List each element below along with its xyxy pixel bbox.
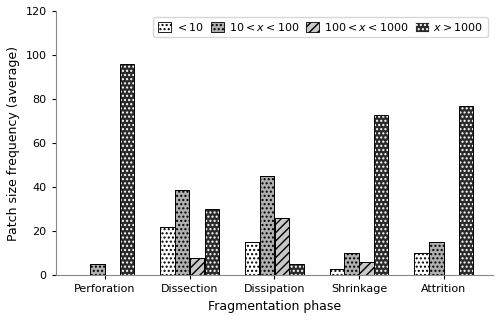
Bar: [90, 264, 105, 276]
Bar: [414, 253, 428, 276]
Bar: [459, 106, 473, 276]
Bar: [459, 106, 473, 276]
Bar: [344, 253, 359, 276]
Bar: [120, 64, 134, 276]
Bar: [175, 189, 190, 276]
Bar: [245, 243, 260, 276]
Bar: [260, 176, 274, 276]
Y-axis label: Patch size frequency (average): Patch size frequency (average): [7, 46, 20, 241]
Bar: [274, 218, 289, 276]
Bar: [204, 209, 219, 276]
Bar: [374, 115, 388, 276]
Bar: [429, 243, 444, 276]
Bar: [175, 189, 190, 276]
Bar: [260, 176, 274, 276]
X-axis label: Fragmentation phase: Fragmentation phase: [208, 300, 341, 313]
Bar: [120, 64, 134, 276]
Bar: [190, 258, 204, 276]
Bar: [344, 253, 359, 276]
Bar: [190, 258, 204, 276]
Bar: [429, 243, 444, 276]
Bar: [290, 264, 304, 276]
Bar: [290, 264, 304, 276]
Legend: $<$10, $10<x<100$, $100<x<1000$, $x>1000$: $<$10, $10<x<100$, $100<x<1000$, $x>1000…: [153, 17, 488, 37]
Bar: [330, 269, 344, 276]
Bar: [374, 115, 388, 276]
Bar: [274, 218, 289, 276]
Bar: [204, 209, 219, 276]
Bar: [90, 264, 105, 276]
Bar: [245, 243, 260, 276]
Bar: [360, 262, 374, 276]
Bar: [414, 253, 428, 276]
Bar: [160, 227, 174, 276]
Bar: [330, 269, 344, 276]
Bar: [360, 262, 374, 276]
Bar: [160, 227, 174, 276]
